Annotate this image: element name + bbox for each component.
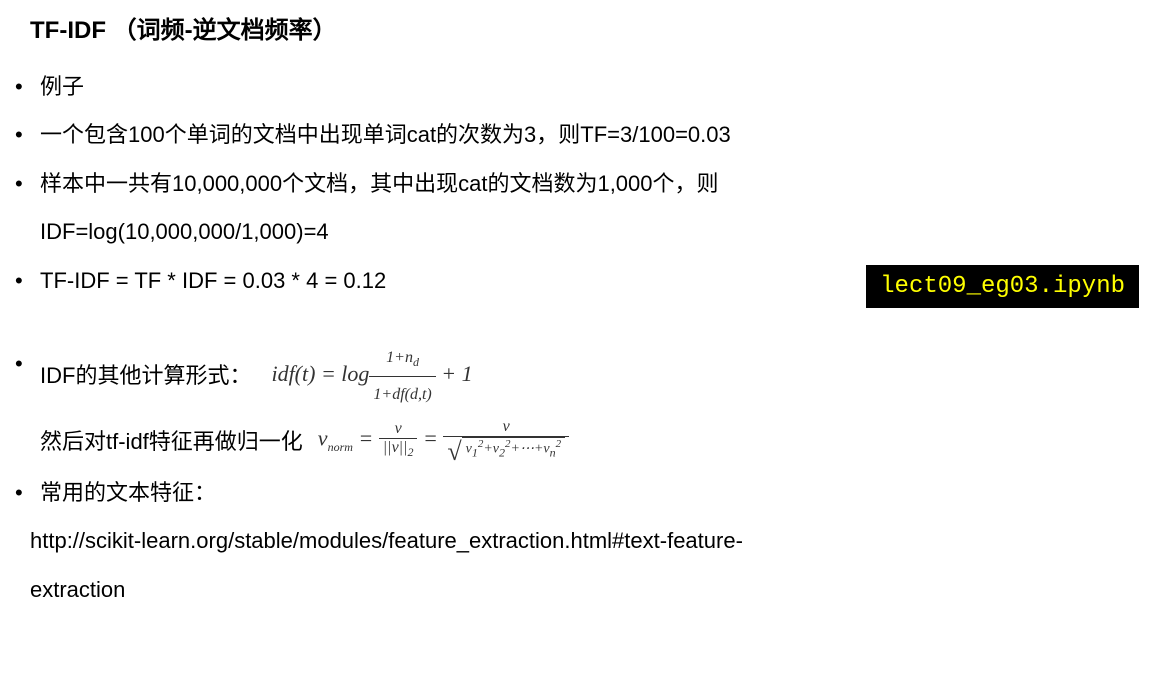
norm-formula: vnorm = v||v||2 = v√v12+v22+⋯+vn2	[318, 418, 569, 463]
bullet-idf: 样本中一共有10,000,000个文档，其中出现cat的文档数为1,000个，则	[30, 160, 1139, 208]
bullet-list-4: 常用的文本特征：	[30, 469, 1139, 517]
bullet-tf: 一个包含100个单词的文档中出现单词cat的次数为3，则TF=3/100=0.0…	[30, 111, 1139, 159]
url-line-2: extraction	[30, 566, 1139, 614]
bullet-list: 例子 一个包含100个单词的文档中出现单词cat的次数为3，则TF=3/100=…	[30, 63, 1139, 208]
norm-row: 然后对tf-idf特征再做归一化 vnorm = v||v||2 = v√v12…	[30, 418, 1139, 463]
bullet-example: 例子	[30, 63, 1139, 111]
bullet-list-3: IDF的其他计算形式： idf(t) = log1+nd1+df(d,t) + …	[30, 340, 1139, 412]
url-line-1: http://scikit-learn.org/stable/modules/f…	[30, 517, 1139, 565]
bullet-common-features: 常用的文本特征：	[30, 469, 1139, 517]
idf-formula: idf(t) = log1+nd1+df(d,t) + 1	[271, 340, 472, 412]
bullet-idf-sub: IDF=log(10,000,000/1,000)=4	[30, 208, 1139, 256]
norm-label: 然后对tf-idf特征再做归一化	[40, 424, 303, 456]
page-title: TF-IDF （词频-逆文档频率）	[30, 10, 1139, 45]
file-badge: lect09_eg03.ipynb	[866, 265, 1139, 308]
idf-other-prefix: IDF的其他计算形式：	[40, 352, 251, 400]
bullet-idf-other: IDF的其他计算形式： idf(t) = log1+nd1+df(d,t) + …	[30, 340, 1139, 412]
